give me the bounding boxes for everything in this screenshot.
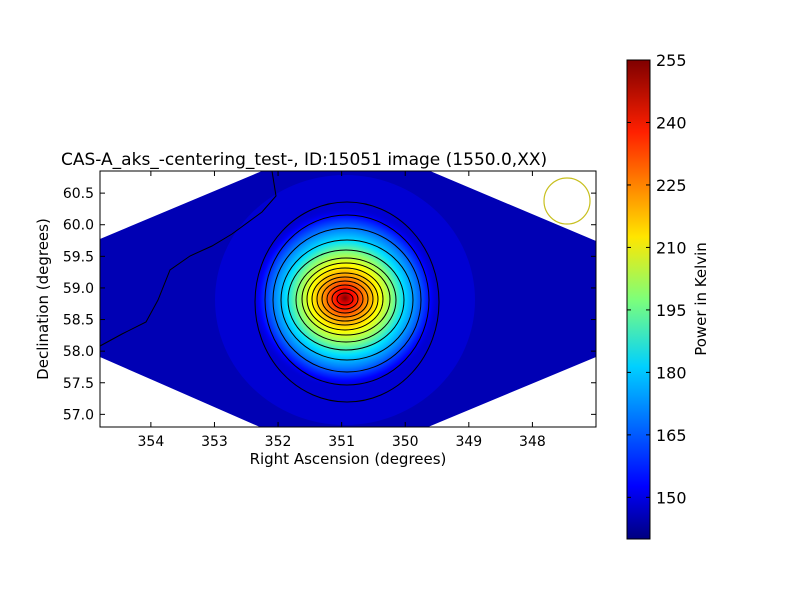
x-axis-label: Right Ascension (degrees) (250, 450, 447, 468)
contour-line (295, 257, 397, 343)
contour-line (316, 276, 374, 322)
y-axis-label: Declination (degrees) (34, 218, 52, 380)
contour-line (287, 249, 405, 351)
contour-line (306, 267, 384, 331)
sky-image (100, 171, 596, 427)
colorbar: 150 165 180 195 210 225 240 255 Power in Kelvin (626, 51, 710, 540)
colorbar-tick-label: 240 (656, 113, 687, 132)
x-ticks: 354 353 352 351 350 349 348 (138, 171, 546, 450)
y-tick-label: 58.0 (63, 344, 94, 360)
colorbar-tick-label: 195 (656, 301, 687, 320)
colorbar-tick-label: 225 (656, 176, 687, 195)
contour-line (336, 292, 354, 306)
colorbar-tick-label: 210 (656, 238, 687, 257)
x-tick-label: 354 (138, 434, 165, 450)
y-tick-label: 59.5 (63, 249, 94, 265)
y-tick-label: 58.5 (63, 313, 94, 329)
y-tick-label: 60.5 (63, 186, 94, 202)
y-tick-label: 57.0 (63, 407, 94, 423)
contour-line (331, 288, 359, 310)
x-tick-label: 348 (519, 434, 546, 450)
contour-line (254, 201, 440, 403)
contour-line (311, 272, 379, 326)
colorbar-tick-label: 180 (656, 363, 687, 382)
contour-line (100, 171, 277, 347)
y-tick-label: 59.0 (63, 281, 94, 297)
contour-line (280, 239, 414, 361)
axes-frame (99, 170, 597, 428)
contour-line (321, 280, 369, 318)
contours (100, 171, 440, 403)
y-tick-label: 57.5 (63, 376, 94, 392)
colorbar-tick-label: 255 (656, 51, 687, 70)
beam-marker (543, 177, 591, 225)
colorbar-label: Power in Kelvin (692, 242, 710, 356)
colorbar-tick-label: 165 (656, 426, 687, 445)
colorbar-tick-label: 150 (656, 488, 687, 507)
x-tick-label: 351 (328, 434, 355, 450)
contour-line (326, 284, 364, 314)
x-tick-label: 350 (392, 434, 419, 450)
chart-title: CAS-A_aks_-centering_test-, ID:15051 ima… (61, 150, 547, 170)
x-tick-label: 353 (201, 434, 228, 450)
x-tick-label: 349 (455, 434, 482, 450)
contour-line (272, 227, 422, 373)
plot-area (100, 171, 596, 427)
contour-line (301, 262, 391, 336)
colorbar-ticks: 150 165 180 195 210 225 240 255 (627, 51, 687, 507)
colorbar-gradient (626, 59, 651, 540)
y-ticks: 57.0 57.5 58.0 58.5 59.0 59.5 60.0 60.5 (63, 186, 596, 423)
contour-line (264, 214, 430, 386)
emission-peak (250, 206, 440, 390)
y-tick-label: 60.0 (63, 218, 94, 234)
x-tick-label: 352 (265, 434, 292, 450)
